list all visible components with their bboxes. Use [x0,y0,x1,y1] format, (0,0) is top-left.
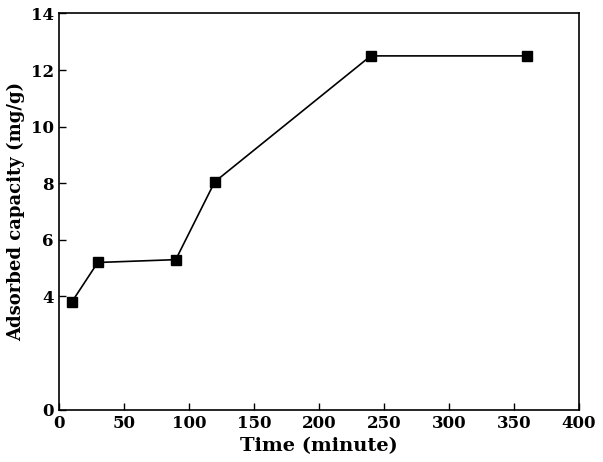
X-axis label: Time (minute): Time (minute) [240,437,397,455]
Y-axis label: Adsorbed capacity (mg/g): Adsorbed capacity (mg/g) [7,82,25,341]
